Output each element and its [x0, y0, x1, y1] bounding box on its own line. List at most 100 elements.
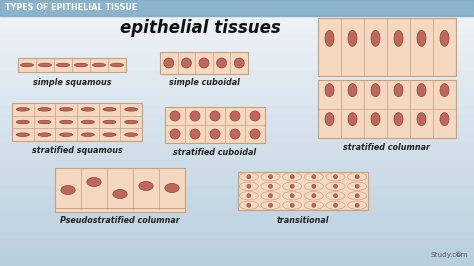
- Ellipse shape: [355, 203, 359, 207]
- Bar: [0, 239, 474, 249]
- Bar: [0, 168, 474, 178]
- Ellipse shape: [230, 129, 240, 139]
- Ellipse shape: [348, 84, 357, 97]
- Bar: [0, 248, 474, 258]
- Ellipse shape: [312, 175, 316, 179]
- Text: epithelial tissues: epithelial tissues: [119, 19, 281, 37]
- Bar: [0, 257, 474, 266]
- Ellipse shape: [440, 84, 449, 97]
- Ellipse shape: [304, 201, 323, 209]
- Bar: [0, 89, 474, 98]
- Bar: [0, 18, 474, 28]
- Ellipse shape: [234, 58, 244, 68]
- Text: simple cuboidal: simple cuboidal: [169, 78, 239, 87]
- Ellipse shape: [113, 189, 127, 198]
- Ellipse shape: [210, 129, 220, 139]
- Ellipse shape: [325, 84, 334, 97]
- Ellipse shape: [56, 63, 70, 67]
- Bar: [160, 52, 248, 74]
- Bar: [0, 53, 474, 63]
- Ellipse shape: [199, 58, 209, 68]
- Ellipse shape: [348, 30, 357, 46]
- Ellipse shape: [348, 113, 357, 126]
- Bar: [238, 172, 368, 210]
- Bar: [0, 27, 474, 36]
- Ellipse shape: [283, 182, 301, 190]
- Ellipse shape: [250, 129, 260, 139]
- Ellipse shape: [394, 84, 403, 97]
- Bar: [0, 98, 474, 107]
- Ellipse shape: [312, 194, 316, 198]
- Ellipse shape: [261, 182, 280, 190]
- Ellipse shape: [74, 63, 88, 67]
- Ellipse shape: [190, 111, 200, 121]
- Bar: [0, 80, 474, 90]
- Ellipse shape: [312, 184, 316, 188]
- Text: stratified cuboidal: stratified cuboidal: [173, 148, 256, 157]
- Bar: [0, 186, 474, 196]
- Ellipse shape: [164, 58, 174, 68]
- Ellipse shape: [334, 194, 337, 198]
- Ellipse shape: [290, 175, 294, 179]
- Bar: [0, 133, 474, 143]
- Ellipse shape: [261, 173, 280, 181]
- Ellipse shape: [82, 120, 94, 124]
- Bar: [0, 177, 474, 187]
- Ellipse shape: [247, 175, 251, 179]
- Ellipse shape: [110, 63, 124, 67]
- Ellipse shape: [16, 133, 29, 136]
- Ellipse shape: [417, 113, 426, 126]
- Ellipse shape: [268, 175, 273, 179]
- Ellipse shape: [268, 184, 273, 188]
- Ellipse shape: [60, 107, 73, 111]
- Ellipse shape: [371, 84, 380, 97]
- Ellipse shape: [371, 113, 380, 126]
- Bar: [0, 106, 474, 116]
- Ellipse shape: [125, 120, 137, 124]
- Bar: [0, 142, 474, 152]
- Ellipse shape: [92, 63, 106, 67]
- Bar: [0, 35, 474, 45]
- Ellipse shape: [87, 177, 101, 186]
- Ellipse shape: [268, 194, 273, 198]
- Bar: [0, 222, 474, 231]
- Ellipse shape: [239, 201, 258, 209]
- Ellipse shape: [440, 30, 449, 46]
- Ellipse shape: [247, 194, 251, 198]
- Ellipse shape: [217, 58, 227, 68]
- Ellipse shape: [210, 111, 220, 121]
- Ellipse shape: [283, 192, 301, 200]
- Ellipse shape: [334, 184, 337, 188]
- Ellipse shape: [326, 182, 345, 190]
- Ellipse shape: [16, 107, 29, 111]
- Bar: [165, 107, 265, 143]
- Ellipse shape: [304, 182, 323, 190]
- Bar: [0, 231, 474, 240]
- Ellipse shape: [170, 111, 180, 121]
- Ellipse shape: [304, 192, 323, 200]
- Ellipse shape: [38, 63, 52, 67]
- Bar: [0, 0, 474, 16]
- Text: transitional: transitional: [277, 216, 329, 225]
- Ellipse shape: [239, 182, 258, 190]
- Ellipse shape: [230, 111, 240, 121]
- Text: stratified columnar: stratified columnar: [344, 143, 430, 152]
- Ellipse shape: [283, 173, 301, 181]
- Ellipse shape: [103, 107, 116, 111]
- Ellipse shape: [347, 201, 367, 209]
- Bar: [18, 58, 126, 72]
- Ellipse shape: [139, 181, 153, 190]
- Bar: [0, 124, 474, 134]
- Ellipse shape: [16, 120, 29, 124]
- Ellipse shape: [290, 184, 294, 188]
- Bar: [0, 204, 474, 214]
- Ellipse shape: [60, 120, 73, 124]
- Ellipse shape: [190, 129, 200, 139]
- Text: stratified squamous: stratified squamous: [32, 146, 122, 155]
- Text: simple columnar: simple columnar: [350, 81, 424, 90]
- Ellipse shape: [247, 203, 251, 207]
- Bar: [12, 103, 142, 141]
- Ellipse shape: [290, 194, 294, 198]
- Ellipse shape: [417, 84, 426, 97]
- Bar: [0, 160, 474, 169]
